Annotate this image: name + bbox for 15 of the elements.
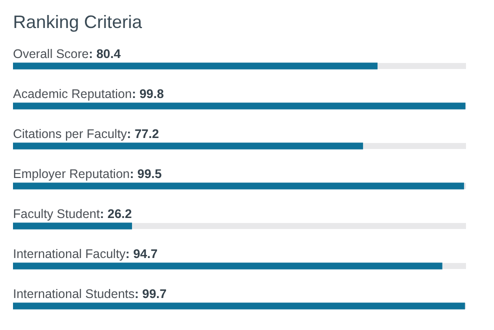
data-label: : 99.5 — [130, 167, 162, 181]
data-label: : 26.2 — [100, 207, 132, 221]
data-label: : 94.7 — [126, 247, 158, 261]
y-tick-label: Faculty Student — [13, 207, 100, 221]
data-label: : 80.4 — [88, 47, 121, 61]
data-label: : 99.8 — [132, 87, 164, 101]
data-label: : 77.2 — [126, 127, 159, 141]
chart-title: Ranking Criteria — [13, 12, 144, 32]
y-tick-label: Academic Reputation — [13, 87, 132, 101]
y-tick-label: Citations per Faculty — [13, 127, 128, 141]
y-tick-label: Overall Score — [13, 47, 89, 61]
y-tick-label: Employer Reputation — [13, 167, 130, 181]
y-tick-label: International Faculty — [13, 247, 126, 261]
data-label: : 99.7 — [134, 287, 167, 301]
y-tick-label: International Students — [13, 287, 135, 301]
